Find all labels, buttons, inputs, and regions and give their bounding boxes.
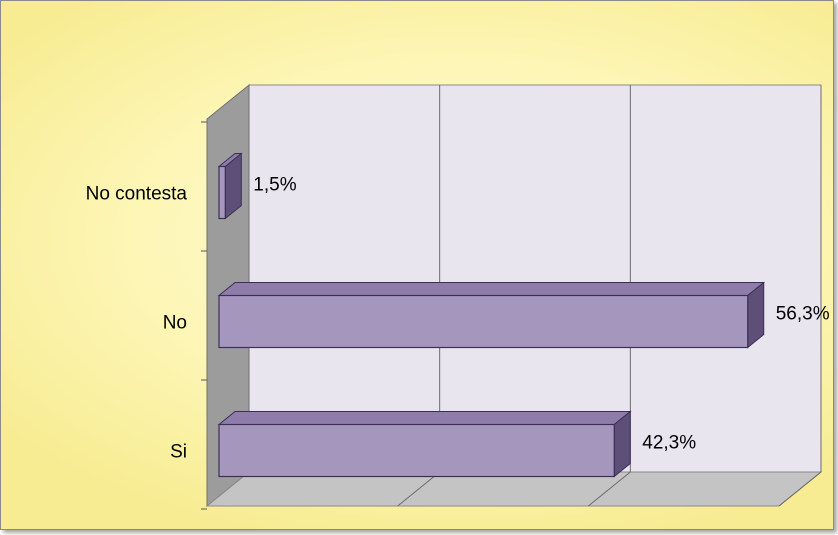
floor <box>205 471 823 507</box>
bar-top <box>217 411 632 425</box>
floor-gridline <box>588 471 631 507</box>
floor-gridline <box>778 471 822 507</box>
chart-bars <box>217 152 766 478</box>
chart-gridlines <box>201 85 822 510</box>
chart-labels: No contesta 1,5% No 56,3% Si 42,3% <box>86 175 830 463</box>
data-label: 1,5% <box>253 175 296 196</box>
category-label: No contesta <box>86 184 188 205</box>
data-label: 42,3% <box>642 433 696 454</box>
chart-walls <box>205 83 823 508</box>
category-label: No <box>163 313 187 334</box>
bar-top <box>217 282 766 296</box>
floor-gridline <box>397 471 440 507</box>
bar <box>218 165 226 220</box>
bar <box>218 423 615 478</box>
bar <box>218 294 749 349</box>
data-label: 56,3% <box>776 304 830 325</box>
category-label: Si <box>170 442 187 463</box>
